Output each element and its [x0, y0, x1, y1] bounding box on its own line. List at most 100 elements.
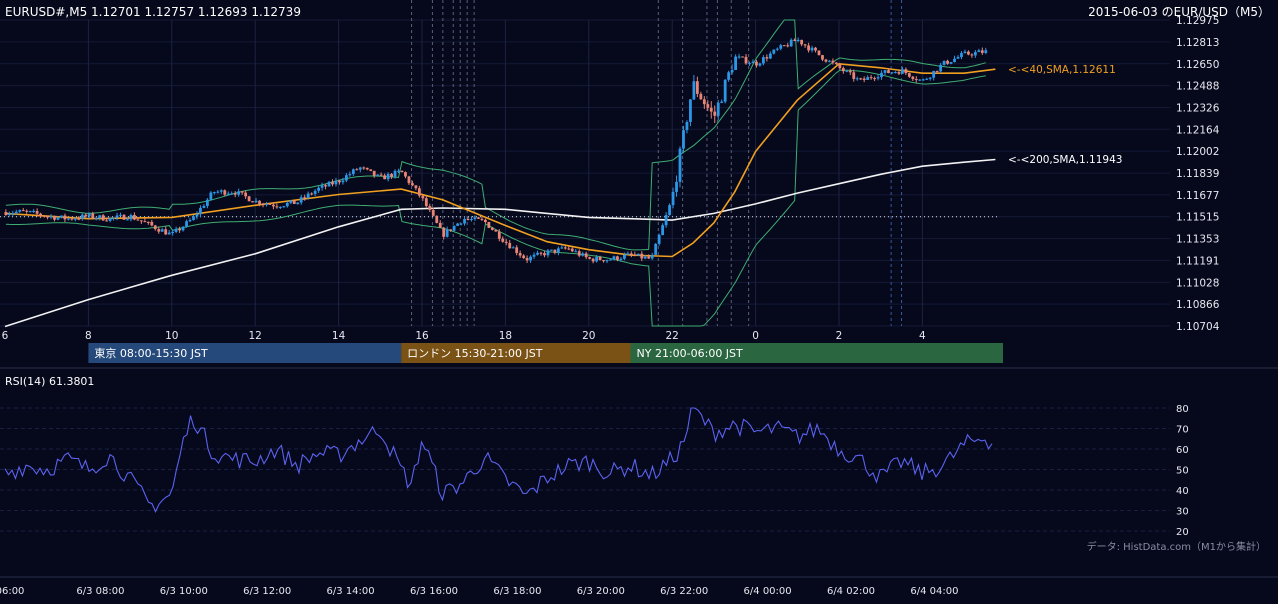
candle-body: [960, 53, 963, 58]
time-tick-label: 06:00: [0, 586, 24, 597]
candle-body: [188, 220, 192, 222]
candle-body: [480, 218, 484, 220]
candle-body: [692, 81, 696, 100]
candle-body: [442, 227, 446, 237]
rsi-line: [4, 407, 993, 514]
source-note: データ: HistData.com（M1から集計）: [1087, 540, 1266, 553]
time-tick-label: 6/3 12:00: [243, 586, 291, 597]
candle-body: [484, 219, 487, 222]
candle-body: [77, 218, 81, 220]
time-tick-label: 6/4 02:00: [827, 586, 875, 597]
candle-body: [275, 206, 279, 208]
candle-body: [303, 197, 307, 199]
candle-body: [112, 217, 115, 219]
candle-body: [136, 219, 140, 221]
candle-body: [946, 60, 949, 64]
candle-body: [490, 227, 494, 230]
candle-body: [675, 181, 678, 192]
candle-body: [212, 192, 216, 194]
candle-body: [206, 199, 209, 206]
candle-body: [345, 175, 348, 181]
candle-body: [226, 193, 230, 195]
candle-body: [122, 214, 126, 220]
candle-body: [324, 185, 327, 187]
candle-body: [716, 102, 720, 116]
candle-body: [810, 47, 814, 51]
candle-body: [782, 45, 786, 47]
candle-body: [501, 238, 505, 242]
candle-body: [828, 60, 831, 62]
candle-body: [310, 193, 314, 195]
candle-body: [702, 99, 706, 105]
candle-body: [240, 191, 244, 193]
session-label: ロンドン 15:30-21:00 JST: [407, 347, 543, 360]
candle-body: [351, 169, 355, 175]
candle-body: [862, 78, 866, 80]
candle-body: [362, 167, 366, 169]
candle-body: [730, 70, 734, 73]
session-label: 東京 08:00-15:30 JST: [94, 346, 208, 360]
candle-body: [115, 215, 119, 218]
candle-body: [616, 256, 619, 260]
candle-body: [602, 260, 605, 262]
candle-body: [369, 169, 373, 171]
candle-body: [438, 222, 442, 228]
candle-body: [636, 253, 640, 256]
candle-body: [167, 232, 171, 235]
candle-body: [873, 78, 876, 80]
candle-body: [4, 212, 8, 215]
candle-body: [556, 248, 560, 253]
candle-body: [848, 70, 852, 73]
candle-body: [355, 169, 359, 171]
candle-body: [46, 216, 49, 218]
price-tick-label: 1.12650: [1176, 59, 1219, 71]
session-band: [88, 343, 402, 363]
time-tick-label: 6/4 00:00: [744, 586, 792, 597]
candle-body: [14, 211, 18, 214]
candle-body: [181, 226, 185, 231]
candle-body: [251, 201, 254, 203]
candle-body: [876, 77, 880, 79]
candle-body: [751, 61, 755, 64]
candle-body: [723, 79, 727, 102]
candle-body: [192, 216, 195, 221]
candle-body: [664, 215, 668, 226]
candle-body: [973, 52, 977, 56]
candle-body: [629, 253, 633, 255]
rsi-tick-label: 20: [1176, 527, 1189, 538]
candle-body: [139, 220, 143, 222]
candle-body: [744, 56, 748, 64]
candle-body: [852, 72, 856, 79]
candle-body: [372, 170, 376, 176]
candle-body: [313, 190, 317, 194]
candle-body: [53, 216, 56, 220]
price-tick-label: 1.11028: [1176, 277, 1219, 289]
candle-body: [758, 63, 762, 66]
candle-body: [98, 215, 102, 219]
candle-body: [956, 57, 960, 59]
candle-body: [456, 223, 459, 226]
candle-body: [737, 56, 741, 58]
bollinger-upper: [5, 19, 986, 251]
hour-tick-label: 2: [836, 330, 843, 342]
candle-body: [713, 111, 717, 116]
candle-body: [789, 39, 793, 47]
symbol-line: EURUSD#,M5 1.12701 1.12757 1.12693 1.127…: [5, 5, 301, 19]
candle-body: [146, 221, 150, 223]
candle-body: [543, 253, 546, 256]
hour-tick-label: 18: [499, 330, 512, 342]
candle-body: [831, 60, 835, 63]
candle-body: [529, 256, 532, 261]
candle-body: [890, 72, 894, 74]
candle-body: [755, 61, 758, 66]
candle-body: [383, 175, 387, 180]
candle-body: [984, 50, 988, 53]
candle-body: [671, 191, 675, 206]
candle-body: [591, 258, 595, 262]
candle-body: [119, 214, 122, 216]
candle-body: [734, 56, 737, 71]
candle-body: [949, 62, 953, 64]
candle-body: [980, 50, 984, 53]
hour-tick-label: 14: [332, 330, 346, 342]
